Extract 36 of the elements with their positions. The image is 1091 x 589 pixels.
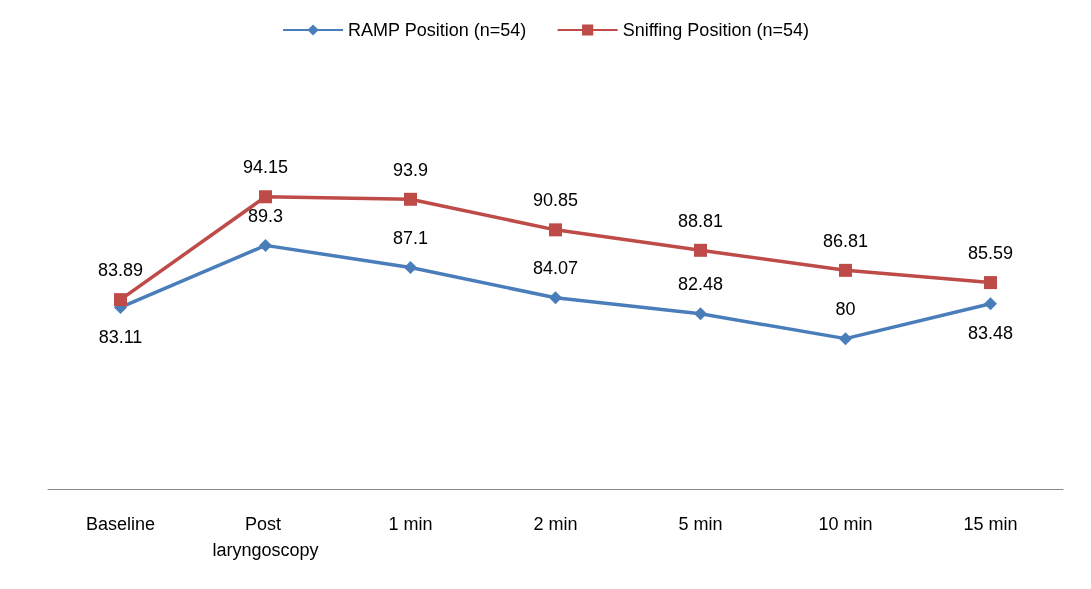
point bbox=[549, 291, 562, 305]
x-tick-label: 15 min bbox=[963, 514, 1018, 534]
point bbox=[259, 190, 272, 204]
point bbox=[839, 263, 852, 277]
x-tick-label: 1 min bbox=[388, 514, 433, 534]
point bbox=[549, 223, 562, 237]
point bbox=[259, 238, 272, 252]
point bbox=[404, 192, 417, 206]
point bbox=[984, 276, 997, 290]
point bbox=[839, 332, 852, 346]
point bbox=[984, 297, 997, 311]
legend-label: Sniffing Position (n=54) bbox=[622, 20, 809, 40]
x-tick-label: Post laryngoscopy bbox=[212, 514, 319, 560]
data-label: 90.85 bbox=[532, 190, 579, 211]
data-label: 85.59 bbox=[967, 243, 1014, 264]
point bbox=[694, 243, 707, 257]
data-label: 83.48 bbox=[967, 323, 1014, 344]
point bbox=[694, 307, 707, 321]
x-tick-label: 5 min bbox=[678, 514, 723, 534]
data-label: 93.9 bbox=[392, 159, 429, 180]
point bbox=[114, 293, 127, 307]
data-label: 82.48 bbox=[677, 274, 724, 295]
data-label: 83.11 bbox=[98, 326, 143, 347]
data-label: 94.15 bbox=[242, 157, 289, 178]
data-label: 87.1 bbox=[392, 227, 429, 248]
x-tick-label: 2 min bbox=[533, 514, 578, 534]
data-label: 88.81 bbox=[677, 210, 724, 231]
x-tick-label: 10 min bbox=[818, 514, 873, 534]
data-label: 89.3 bbox=[247, 205, 284, 226]
legend-label: RAMP Position (n=54) bbox=[348, 20, 527, 40]
x-tick-label: Baseline bbox=[85, 514, 156, 534]
data-label: 84.07 bbox=[532, 258, 579, 279]
data-label: 83.89 bbox=[97, 260, 144, 281]
data-label: 86.81 bbox=[822, 230, 869, 251]
data-label: 80 bbox=[835, 299, 856, 320]
point bbox=[404, 260, 417, 274]
